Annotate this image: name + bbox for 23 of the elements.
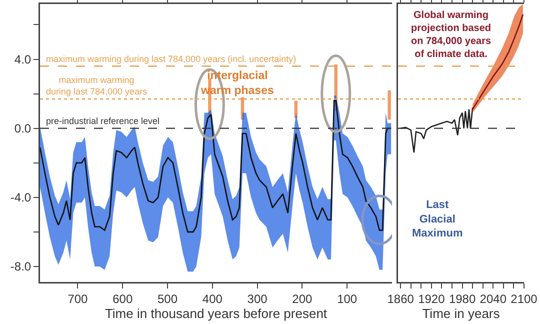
x-tick-label: 1860	[387, 292, 414, 306]
ref-line-label: maximum warming during last 784,000 years	[46, 75, 148, 97]
x-tick-label: 600	[112, 292, 133, 306]
x-tick-label: 100	[337, 292, 358, 306]
x-tick-label: 1920	[418, 292, 446, 306]
ref-line-label: maximum warming during last 784,000 years (incl. uncertainty)	[46, 54, 296, 64]
y-tick-label: 0.0	[14, 122, 32, 136]
x-tick-label: 2100	[510, 292, 538, 306]
x-tick-label: 700	[68, 292, 88, 306]
y-tick-label: 4.0	[14, 52, 32, 66]
x-axis-title: Time in thousand years before present	[104, 306, 328, 321]
annotation: Last Glacial Maximum	[412, 199, 463, 240]
x-tick-label: 400	[202, 292, 223, 306]
ref-line-label: pre-industrial reference level	[46, 116, 160, 126]
y-tick-label: -8.0	[10, 260, 32, 274]
x-tick-label: 1980	[448, 292, 476, 306]
x-tick-label: 500	[157, 292, 178, 306]
x-tick-label: 2040	[480, 292, 507, 306]
x-tick-label: 200	[292, 292, 313, 306]
annotation: Global warming projection based on 784,000 years of climate data.	[411, 10, 492, 60]
y-tick-label: -4.0	[10, 190, 32, 205]
x-axis-title: Time in years	[422, 306, 500, 321]
x-tick-label: 300	[247, 292, 268, 306]
